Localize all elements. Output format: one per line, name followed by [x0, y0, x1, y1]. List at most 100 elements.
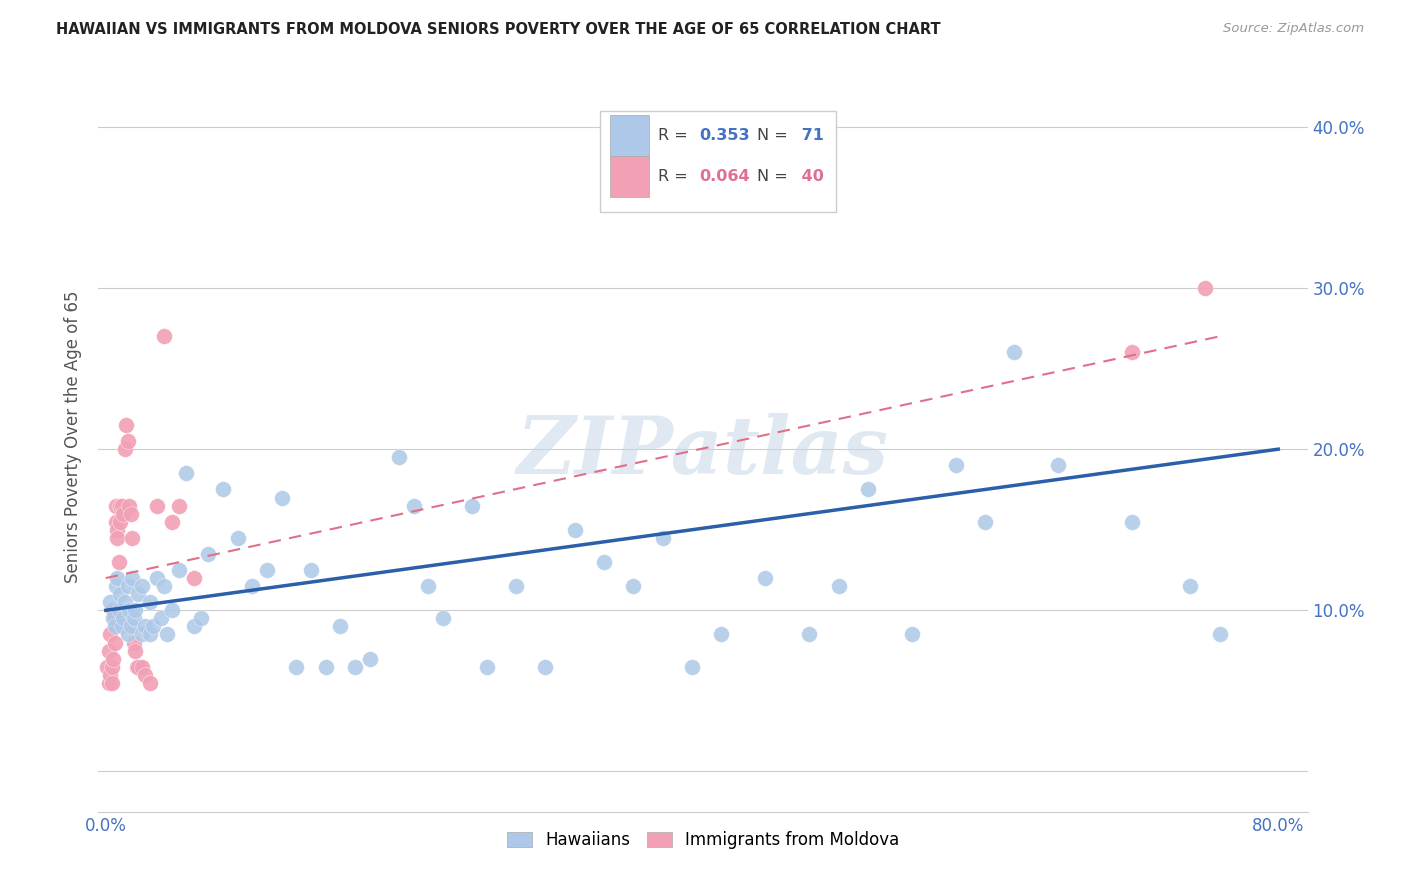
Point [160, 603, 183, 617]
Point [122, 611, 145, 625]
Point [97, 643, 120, 657]
FancyBboxPatch shape [610, 156, 648, 197]
Text: N =: N = [758, 128, 793, 143]
Point [710, 627, 733, 641]
Point [98, 595, 121, 609]
Point [799, 627, 821, 641]
Point [160, 515, 183, 529]
Point [115, 417, 138, 432]
Point [534, 659, 557, 673]
Point [388, 450, 411, 465]
Text: 71: 71 [796, 128, 824, 143]
Point [1121, 345, 1143, 359]
Point [107, 571, 129, 585]
Point [124, 603, 146, 617]
Point [134, 619, 156, 633]
Point [101, 611, 124, 625]
Point [101, 603, 124, 617]
Text: ZIPatlas: ZIPatlas [517, 413, 889, 491]
Point [226, 531, 249, 545]
Point [285, 659, 308, 673]
Point [505, 579, 527, 593]
Point [190, 611, 212, 625]
Point [121, 531, 143, 545]
Point [256, 563, 278, 577]
Point [593, 555, 616, 569]
Point [120, 619, 142, 633]
Point [108, 555, 131, 569]
Point [359, 651, 381, 665]
Text: N =: N = [758, 169, 793, 185]
FancyBboxPatch shape [600, 112, 837, 212]
Point [156, 627, 179, 641]
Point [117, 579, 139, 593]
Point [564, 523, 586, 537]
Text: 0.353: 0.353 [699, 128, 749, 143]
Point [101, 651, 124, 665]
Point [105, 499, 128, 513]
Point [315, 659, 337, 673]
Point [974, 515, 997, 529]
Point [105, 515, 128, 529]
Point [153, 329, 176, 343]
Point [402, 499, 425, 513]
Point [131, 659, 153, 673]
Point [856, 483, 879, 497]
Point [461, 499, 484, 513]
Point [240, 579, 263, 593]
Point [681, 659, 703, 673]
Point [1121, 515, 1143, 529]
Point [100, 659, 122, 673]
Point [1208, 627, 1230, 641]
Text: R =: R = [658, 169, 693, 185]
Point [901, 627, 924, 641]
Point [107, 523, 129, 537]
Point [96, 659, 118, 673]
Point [111, 619, 134, 633]
Point [183, 571, 205, 585]
Point [111, 499, 134, 513]
Point [117, 434, 139, 449]
Point [100, 675, 122, 690]
Point [131, 579, 153, 593]
Point [343, 659, 366, 673]
Point [146, 571, 169, 585]
Point [124, 643, 146, 657]
Point [138, 627, 160, 641]
Point [142, 619, 165, 633]
Point [1194, 281, 1216, 295]
Point [1180, 579, 1202, 593]
Point [125, 659, 148, 673]
Point [103, 635, 125, 649]
Point [475, 659, 498, 673]
Point [108, 603, 131, 617]
Text: HAWAIIAN VS IMMIGRANTS FROM MOLDOVA SENIORS POVERTY OVER THE AGE OF 65 CORRELATI: HAWAIIAN VS IMMIGRANTS FROM MOLDOVA SENI… [56, 22, 941, 37]
Point [197, 547, 219, 561]
Y-axis label: Seniors Poverty Over the Age of 65: Seniors Poverty Over the Age of 65 [65, 291, 83, 583]
Point [118, 499, 141, 513]
Point [118, 603, 141, 617]
Point [131, 627, 153, 641]
Point [651, 531, 673, 545]
Point [138, 595, 160, 609]
Legend: Hawaiians, Immigrants from Moldova: Hawaiians, Immigrants from Moldova [501, 824, 905, 855]
Point [107, 531, 129, 545]
Point [122, 635, 145, 649]
Point [97, 675, 120, 690]
Point [105, 579, 128, 593]
Point [110, 515, 132, 529]
Point [110, 499, 132, 513]
Point [103, 611, 125, 625]
Point [432, 611, 454, 625]
Point [138, 675, 160, 690]
Point [1004, 345, 1026, 359]
Point [114, 595, 136, 609]
Point [153, 579, 176, 593]
Point [270, 491, 292, 505]
Point [112, 507, 135, 521]
Point [146, 499, 169, 513]
Point [167, 563, 190, 577]
Point [329, 619, 352, 633]
Point [827, 579, 849, 593]
Point [167, 499, 190, 513]
